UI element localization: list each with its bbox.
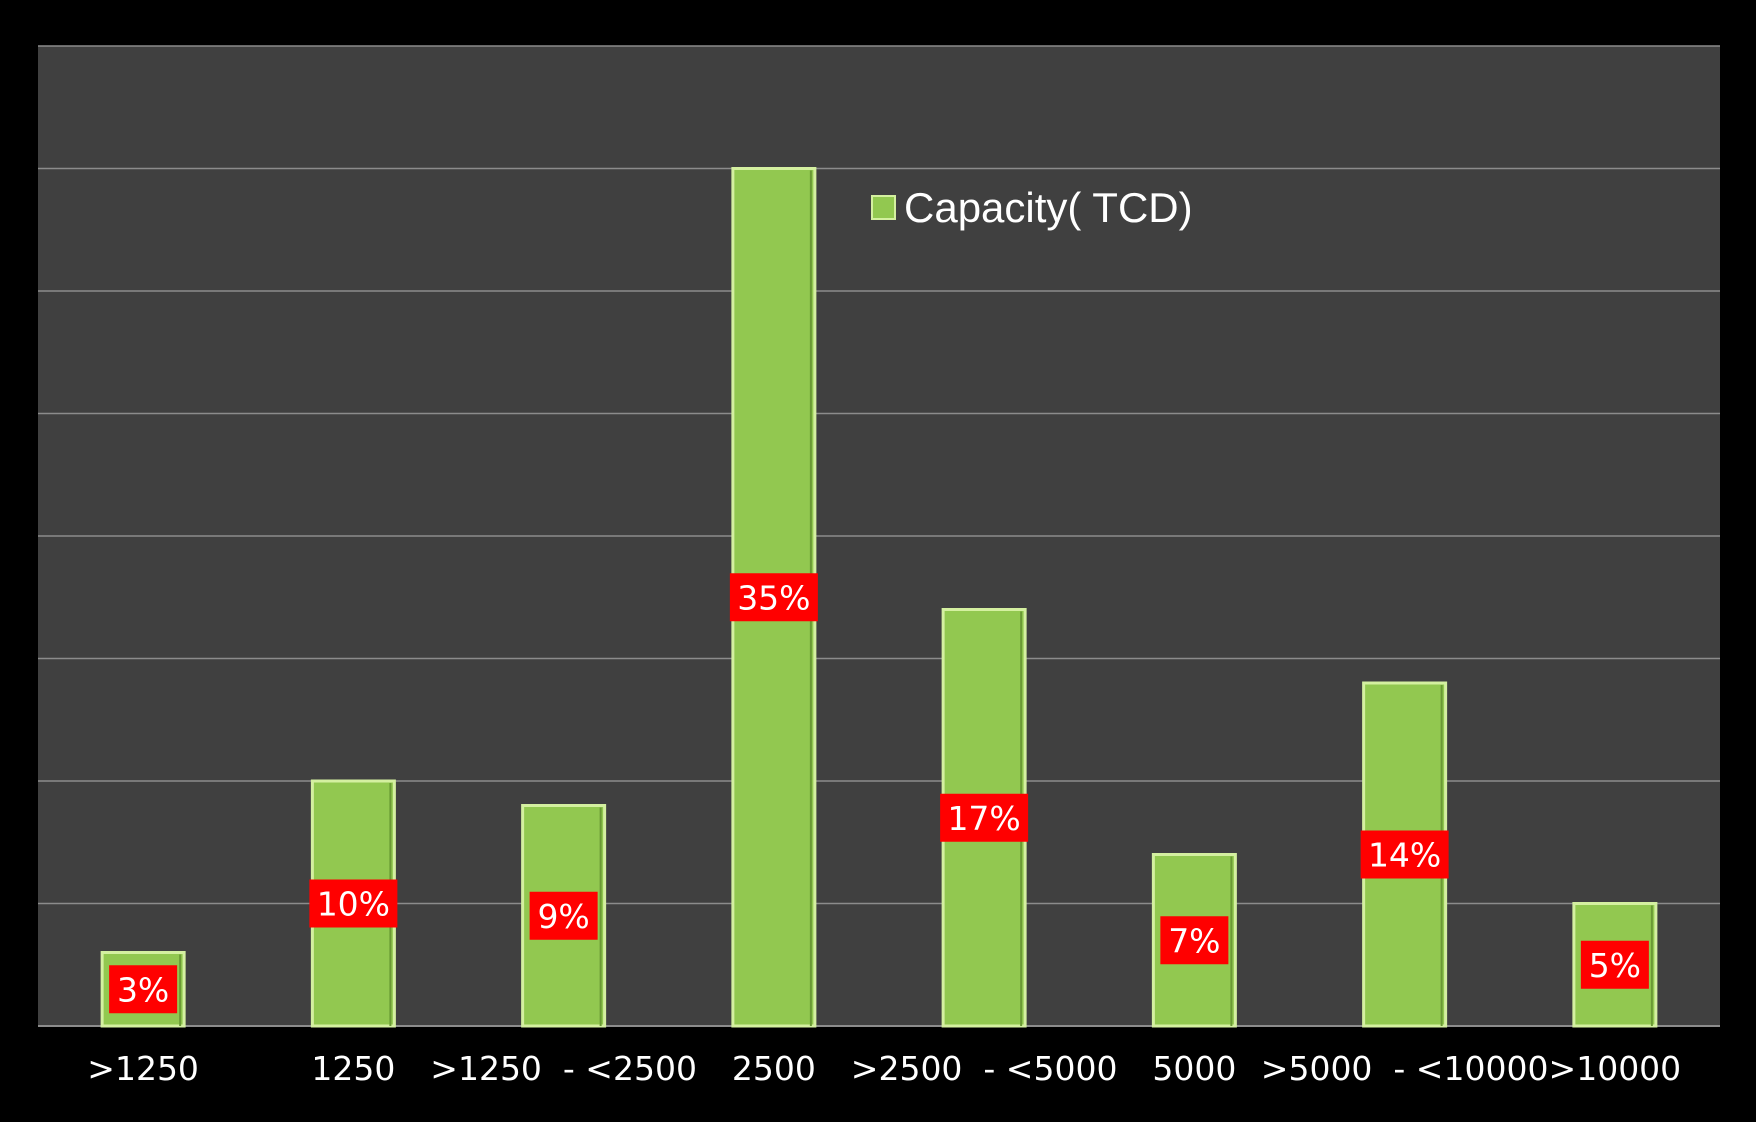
x-tick-label: >2500 - <5000 [851,1049,1118,1088]
data-label-box [309,879,398,928]
data-label-box [109,965,178,1014]
legend-label-capacity: Capacity( TCD) [904,184,1193,231]
x-tick-label: >1250 - <2500 [430,1049,697,1088]
data-label: 5% [1589,946,1641,985]
x-tick-label: >10000 [1549,1049,1682,1088]
data-label-box [729,573,818,622]
data-label-box [940,793,1029,842]
x-tick-label: 2500 [732,1049,816,1088]
data-label-box [1160,916,1229,965]
data-label-box [1580,940,1649,989]
x-tick-label: 1250 [311,1049,395,1088]
x-tick-label: 5000 [1152,1049,1236,1088]
x-axis-tick-labels: >1250 1250 >1250 - <2500 2500 >2500 - <5000 5… [87,1049,1681,1088]
data-label: 7% [1168,921,1220,960]
data-label: 9% [537,897,589,936]
data-label-box [1360,830,1449,879]
data-label: 3% [117,970,169,1009]
data-labels: 3% 10% 9% 35% 17% 7% 14% 5% [109,573,1649,1014]
legend: Capacity( TCD) [871,184,1193,231]
legend-swatch-capacity [871,195,896,220]
data-label: 35% [737,578,810,617]
x-tick-label: >5000 - <10000 [1261,1049,1549,1088]
x-tick-label: >1250 [87,1049,199,1088]
data-label: 14% [1368,836,1441,875]
data-label-box [529,891,598,940]
data-label: 17% [947,799,1020,838]
data-label: 10% [317,885,390,924]
